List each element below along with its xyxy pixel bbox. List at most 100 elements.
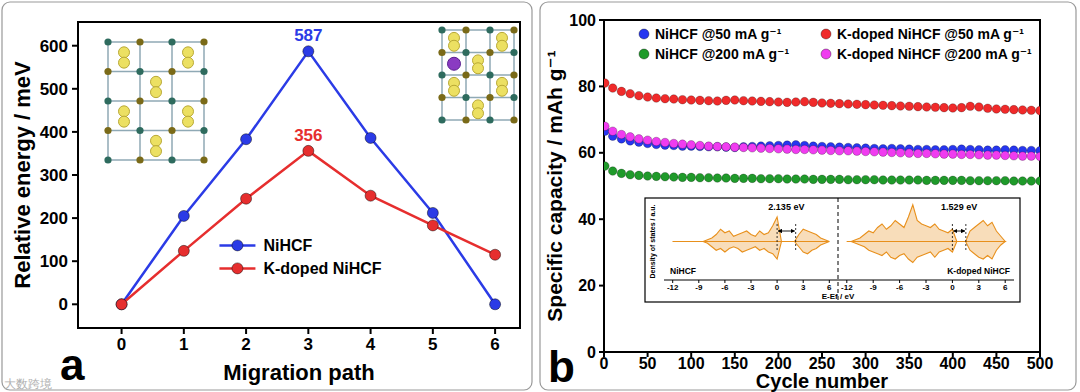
y-axis-label: Density of states / a.u. (649, 204, 657, 278)
lattice-atom (510, 71, 517, 78)
y-tick-label: 80 (578, 78, 596, 95)
inset-title: NiHCF (670, 266, 696, 276)
x-tick-label: 450 (983, 355, 1010, 372)
ion (119, 106, 130, 117)
data-point (1018, 106, 1027, 115)
data-point (687, 96, 696, 105)
y-tick (72, 174, 78, 176)
separator (838, 198, 839, 302)
data-point (669, 95, 678, 104)
inset-frame (645, 198, 1020, 302)
watermark: 大数跨境 (4, 377, 52, 391)
data-point (1018, 177, 1027, 186)
ion (183, 47, 194, 58)
data-point (992, 176, 1001, 185)
data-point (722, 143, 731, 152)
data-point (490, 249, 501, 260)
y-tick-label: 600 (40, 37, 68, 56)
data-point (800, 97, 809, 106)
x-tick-label: 1 (179, 335, 188, 354)
x-tick-label: 4 (366, 335, 376, 354)
data-point (835, 99, 844, 108)
x-tick-label: 500 (1027, 355, 1054, 372)
inset-panel: -12-9-6-30362.135 eVNiHCFDensity of stat… (649, 202, 855, 301)
data-point (303, 46, 314, 57)
data-point (722, 143, 731, 152)
lattice-atom (510, 49, 517, 56)
data-point (713, 142, 722, 151)
x-tick-label: 0 (950, 283, 955, 292)
legend: NiHCF @50 mA g⁻¹K-doped NiHCF @50 mA g⁻¹… (639, 26, 1032, 62)
data-point (704, 173, 713, 182)
data-point (800, 145, 809, 154)
lattice-atom (200, 68, 207, 75)
lattice-atom (104, 38, 111, 45)
data-point (748, 174, 757, 183)
data-point (844, 175, 853, 184)
data-point (922, 176, 931, 185)
data-point (490, 299, 501, 310)
lattice-bond (442, 97, 514, 99)
plot-area (847, 205, 1005, 263)
lattice-atom (462, 94, 469, 101)
ion (497, 40, 508, 51)
data-point (617, 169, 626, 178)
data-point (704, 143, 713, 152)
data-point (774, 98, 783, 107)
x-tick-label: -12 (667, 283, 679, 292)
data-point (1001, 151, 1010, 160)
plot-frame (604, 20, 1040, 352)
legend-label: NiHCF @200 mA g⁻¹ (655, 46, 789, 62)
legend: NiHCFK-doped NiHCF (219, 237, 381, 277)
y-tick-label: 60 (578, 144, 596, 161)
annotation: 1.529 eV (941, 202, 977, 212)
data-point (940, 176, 949, 185)
data-point (992, 151, 1001, 160)
data-point (1010, 177, 1019, 186)
plot-area (604, 79, 1040, 186)
y-tick (599, 218, 604, 220)
data-point (652, 172, 661, 181)
ion (151, 76, 162, 87)
data-point (887, 148, 896, 157)
data-point (949, 150, 958, 159)
data-point (713, 174, 722, 183)
y-tick-label: 40 (578, 211, 596, 228)
data-point (826, 146, 835, 155)
data-point (731, 143, 740, 152)
x-tick-label: -9 (695, 283, 703, 292)
data-point (949, 104, 958, 113)
data-point (818, 99, 827, 108)
data-point (983, 151, 992, 160)
x-axis-label: Cycle number (756, 370, 888, 392)
figure: 01234560100200300400500600Migration path… (0, 0, 1080, 392)
y-tick-label: 500 (40, 80, 68, 99)
plot-area (116, 46, 501, 310)
data-point (303, 145, 314, 156)
lattice-bond (108, 71, 204, 73)
lattice-atom (486, 49, 493, 56)
data-point (608, 84, 617, 93)
data-point (643, 136, 652, 145)
data-point (739, 174, 748, 183)
x-tick-label: 3 (801, 283, 806, 292)
annotation: 587 (294, 26, 322, 45)
panel-frame (2, 2, 532, 390)
data-point (652, 137, 661, 146)
data-point (669, 173, 678, 182)
data-point (792, 145, 801, 154)
data-point (661, 94, 670, 103)
lattice-atom (200, 127, 207, 134)
data-point (1036, 152, 1040, 161)
y-tick-label: 100 (40, 252, 68, 271)
data-point (178, 210, 189, 221)
plot-area (673, 217, 830, 259)
data-point (1027, 177, 1036, 186)
x-tick-label: 350 (896, 355, 923, 372)
lattice-atom (104, 156, 111, 163)
lattice-atom (438, 116, 445, 123)
ion (473, 63, 484, 74)
data-point (975, 176, 984, 185)
lattice-atom (462, 116, 469, 123)
data-point (774, 145, 783, 154)
